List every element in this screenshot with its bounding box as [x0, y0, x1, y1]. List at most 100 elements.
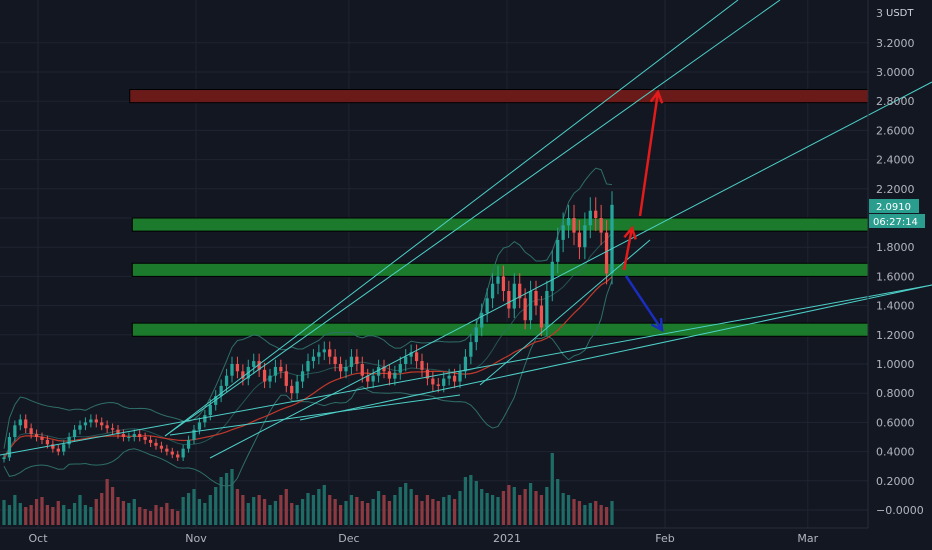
candle-body — [398, 364, 402, 373]
volume-bar — [518, 495, 522, 525]
volume-bars — [2, 453, 614, 525]
candle-body — [219, 385, 223, 397]
countdown-badge: 06:27:14 — [869, 214, 925, 228]
volume-bar — [360, 501, 364, 525]
countdown-label: 06:27:14 — [873, 217, 918, 228]
candle-body — [610, 204, 614, 274]
candle-body — [100, 422, 104, 426]
volume-bar — [333, 499, 337, 525]
candle-body — [501, 276, 506, 291]
candle-body — [176, 454, 180, 458]
y-tick-label: 0.2000 — [876, 475, 915, 488]
candle-body — [257, 361, 261, 370]
axis-max-label: 3 — [876, 7, 883, 20]
volume-bar — [566, 495, 571, 525]
volume-bar — [78, 495, 82, 525]
arrow-head — [623, 225, 637, 240]
candle-body — [431, 378, 435, 385]
volume-bar — [338, 505, 343, 525]
volume-bar — [528, 483, 533, 525]
candle-body — [18, 419, 22, 426]
volume-bar — [414, 495, 419, 525]
volume-bar — [143, 509, 147, 525]
candle-body — [121, 434, 126, 437]
y-tick-label: 2.2000 — [876, 183, 915, 196]
volume-bar — [165, 503, 169, 525]
volume-bar — [371, 499, 375, 525]
volume-bar — [154, 505, 158, 525]
volume-bar — [40, 497, 44, 525]
volume-bar — [431, 499, 435, 525]
volume-bar — [409, 489, 413, 525]
volume-bar — [110, 487, 115, 525]
volume-bar — [268, 505, 272, 525]
candle-body — [317, 352, 321, 357]
volume-bar — [485, 493, 489, 525]
volume-bar — [72, 503, 77, 525]
candle-body — [583, 225, 587, 248]
volume-bar — [56, 501, 60, 525]
candle-body — [2, 457, 6, 460]
arrow-shaft — [624, 275, 664, 331]
candle-body — [295, 381, 299, 394]
candle-body — [62, 444, 66, 452]
candle-body — [51, 444, 55, 449]
candle-body — [360, 364, 364, 376]
volume-bar — [534, 491, 538, 525]
volume-bar — [610, 501, 614, 525]
volume-bar — [447, 495, 451, 525]
volume-bar — [387, 501, 392, 525]
y-tick-label: 2.8000 — [876, 95, 915, 108]
candle-body — [523, 298, 527, 321]
candle-body — [561, 225, 565, 240]
candle-body — [572, 218, 576, 233]
candle-body — [290, 385, 294, 394]
volume-bar — [382, 495, 386, 525]
time-axis[interactable]: Oct Nov Dec 2021 Feb Mar — [0, 527, 868, 545]
candle-body — [154, 442, 158, 446]
projection-arrows — [622, 89, 664, 333]
volume-bar — [436, 501, 440, 525]
y-tick-label: 1.6000 — [876, 270, 915, 283]
candle-body — [241, 371, 245, 379]
candle-body — [442, 378, 446, 386]
volume-bar — [105, 479, 109, 525]
candle-body — [550, 261, 554, 291]
candle-body — [545, 291, 549, 328]
candle-body — [512, 283, 516, 309]
candle-body — [235, 364, 240, 372]
volume-bar — [241, 495, 245, 525]
candle-body — [306, 361, 310, 372]
volume-bar — [556, 479, 560, 525]
candle-body — [328, 349, 332, 357]
y-tick-label: 3.2000 — [876, 37, 915, 50]
volume-bar — [328, 495, 332, 525]
upper-band — [3, 167, 613, 449]
volume-bar — [539, 495, 544, 525]
arrow-shaft — [622, 227, 634, 271]
volume-bar — [545, 487, 549, 525]
volume-bar — [176, 511, 180, 525]
last-price-badge: 2.0910 — [869, 199, 919, 213]
trendline — [209, 81, 932, 459]
candle-body — [29, 428, 33, 435]
volume-bar — [507, 485, 511, 525]
volume-bar — [523, 489, 527, 525]
candle-body — [116, 429, 120, 435]
trendline — [169, 394, 461, 436]
candle-body — [34, 434, 39, 437]
candle-body — [496, 276, 500, 284]
y-tick-label: 3.0000 — [876, 66, 915, 79]
volume-bar — [89, 507, 93, 525]
volume-bar — [583, 505, 587, 525]
volume-bar — [67, 509, 71, 525]
volume-bar — [170, 509, 174, 525]
y-tick-label: 1.4000 — [876, 300, 915, 313]
candle-body — [414, 352, 419, 362]
volume-bar — [561, 493, 565, 525]
candle-body — [252, 361, 256, 367]
candle-body — [528, 291, 533, 321]
candle-body — [577, 232, 582, 248]
volume-bar — [2, 500, 6, 525]
